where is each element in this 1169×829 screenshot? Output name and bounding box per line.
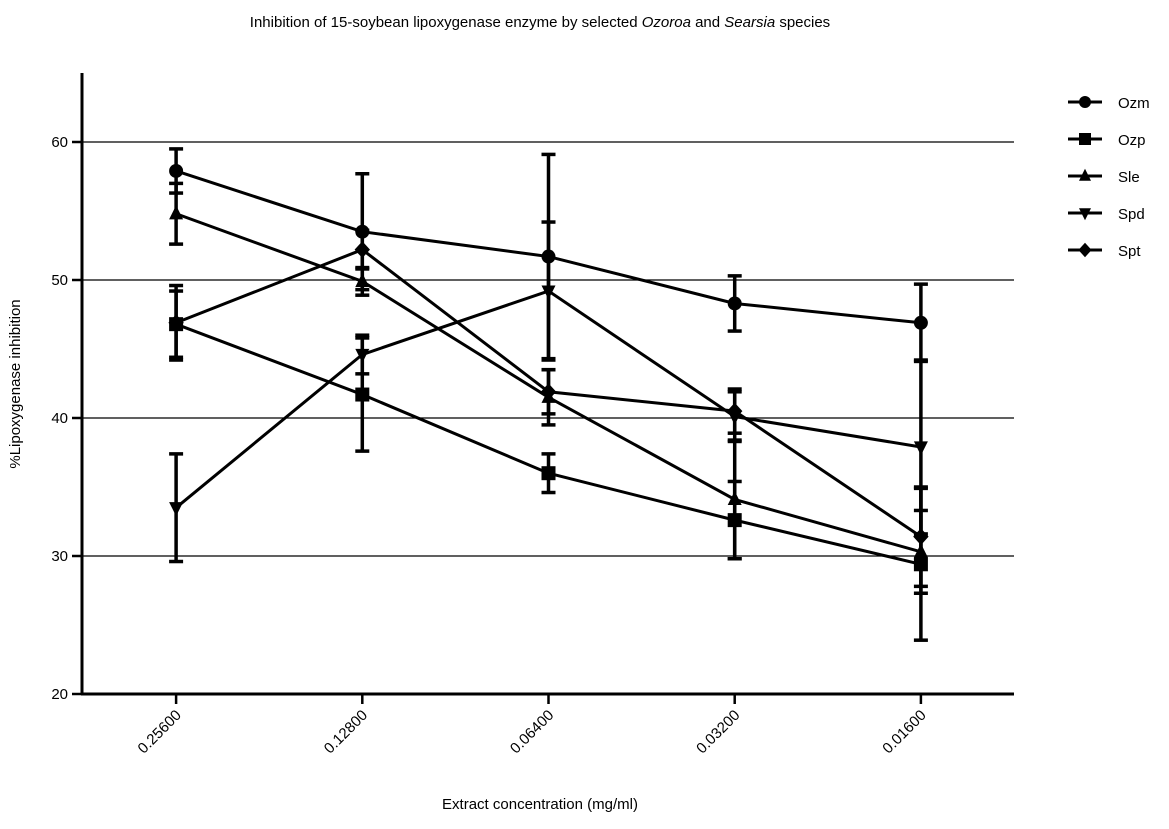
legend-label: Spd [1118,206,1145,223]
y-tick-label: 30 [51,548,68,565]
title-part: and [691,14,724,31]
marker [168,314,184,332]
marker [913,441,928,456]
marker [355,272,370,287]
title-part: species [775,14,830,31]
x-tick-label: 0.25600 [135,707,185,757]
marker [1078,242,1092,258]
legend-label: Ozp [1118,132,1146,149]
title-part: Ozoroa [642,14,691,31]
marker [913,315,928,330]
y-tick-label: 60 [51,134,68,151]
marker [169,205,184,220]
legend-label: Ozm [1118,95,1150,112]
legend-label: Spt [1118,243,1141,260]
y-tick-label: 40 [51,410,68,427]
marker [1079,168,1091,181]
marker [541,285,556,300]
marker [540,383,557,401]
title-part: Inhibition of 15-soybean lipoxygenase en… [250,14,642,31]
marker [355,348,370,363]
title-part: Searsia [724,14,775,31]
x-tick-label: 0.12800 [321,707,371,757]
x-axis-label: Extract concentration (mg/ml) [442,796,638,813]
marker [913,528,929,546]
marker [1079,96,1091,108]
marker [1079,208,1091,221]
x-tick-label: 0.06400 [507,707,557,757]
marker [1079,133,1091,145]
x-tick-label: 0.03200 [693,707,743,757]
legend-label: Sle [1118,169,1140,186]
y-tick-label: 20 [51,686,68,703]
marker [727,296,742,311]
marker [727,402,743,420]
marker [354,241,370,259]
marker [169,163,184,178]
y-axis-label: %Lipoxygenase inhibition [7,299,24,468]
chart-title: Inhibition of 15-soybean lipoxygenase en… [250,14,830,31]
x-tick-label: 0.01600 [879,707,929,757]
marker [727,491,742,506]
marker [541,466,556,481]
y-tick-label: 50 [51,272,68,289]
marker [355,387,370,402]
marker [169,502,184,517]
